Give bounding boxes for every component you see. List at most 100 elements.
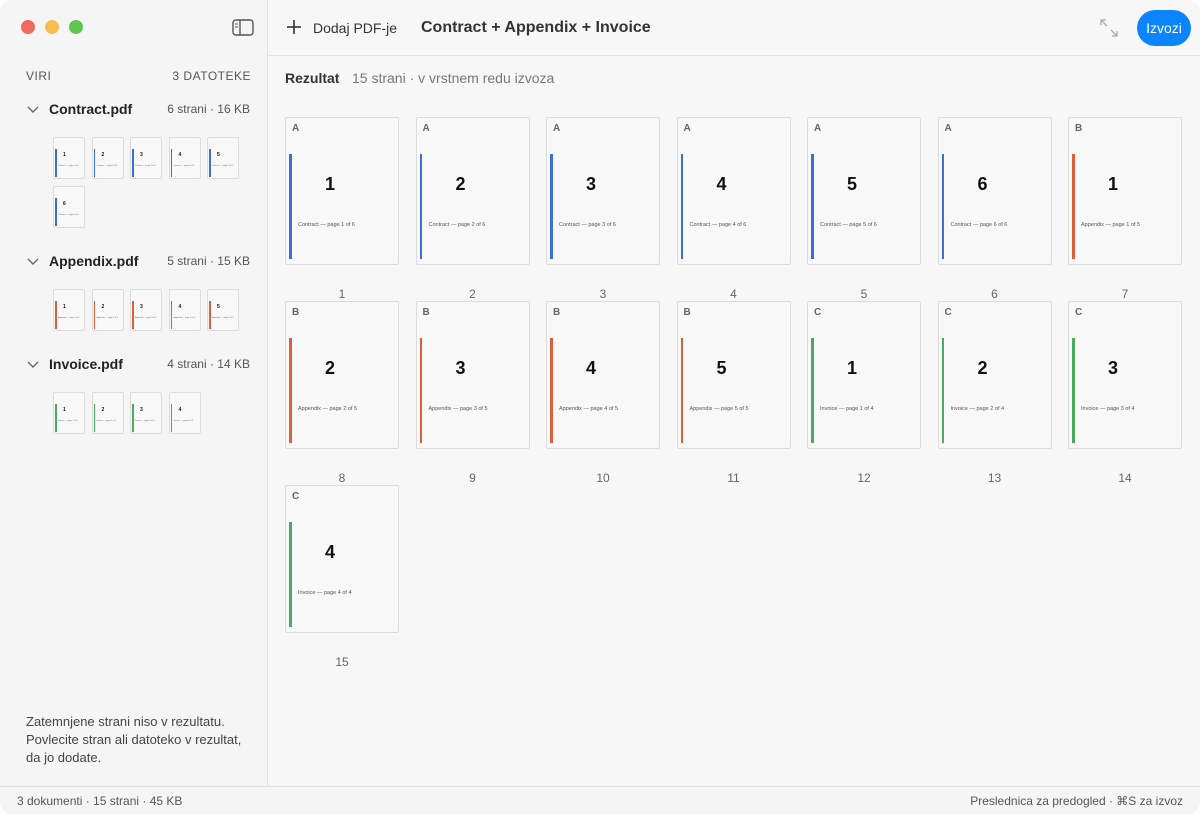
position-label: 8 (338, 471, 346, 485)
source-letter: A (422, 123, 430, 134)
source-letter: B (422, 307, 430, 318)
thumbnail-caption: Contract — page 6 of 6 (58, 214, 79, 216)
result-page-card[interactable]: C 4 Invoice — page 4 of 4 (285, 485, 399, 633)
page-accent (680, 338, 683, 443)
page-accent (93, 301, 95, 329)
thumbnail-caption: Invoice — page 2 of 4 (96, 420, 116, 422)
result-page-card[interactable]: B 4 Appendix — page 4 of 5 (546, 301, 660, 449)
page-accent (55, 149, 57, 177)
file-name[interactable]: Contract.pdf (49, 101, 133, 117)
source-letter: C (944, 307, 952, 318)
page-caption: Contract — page 3 of 6 (559, 222, 616, 228)
disclosure-chevron[interactable] (27, 106, 39, 114)
position-label: 4 (730, 287, 737, 301)
page-caption: Contract — page 4 of 6 (689, 222, 747, 228)
source-thumbnail[interactable]: 5 Contract — page 5 of 6 (207, 137, 239, 179)
source-thumbnail[interactable]: 2 Appendix — page 2 of 5 (91, 289, 124, 331)
page-number: 2 (324, 358, 335, 378)
source-thumbnail[interactable]: 5 Appendix — page 5 of 5 (207, 289, 239, 331)
disclosure-chevron[interactable] (27, 361, 39, 369)
result-page-card[interactable]: C 2 Invoice — page 2 of 4 (937, 301, 1052, 449)
position-label: 10 (596, 471, 610, 485)
result-page-card[interactable]: C 3 Invoice — page 3 of 4 (1068, 301, 1182, 449)
page-accent (132, 149, 134, 177)
page-caption: Contract — page 2 of 6 (428, 222, 486, 228)
add-button[interactable]: Dodaj PDF-je (313, 20, 398, 36)
source-thumbnail[interactable]: 4 Contract — page 4 of 6 (168, 137, 201, 179)
source-thumbnail[interactable]: 2 Contract — page 2 of 6 (91, 137, 124, 179)
thumbnail-caption: Invoice — page 3 of 4 (135, 420, 155, 422)
source-thumbnail[interactable]: 4 Invoice — page 4 of 4 (168, 392, 201, 434)
export-button[interactable]: Izvozi (1137, 10, 1191, 46)
source-thumbnail[interactable]: 4 Appendix — page 4 of 5 (168, 289, 201, 331)
thumbnail-number: 3 (140, 152, 143, 158)
source-thumbnail[interactable]: 3 Appendix — page 3 of 5 (130, 289, 162, 331)
disclosure-chevron[interactable] (27, 258, 39, 266)
thumbnail-number: 5 (217, 304, 220, 310)
source-thumbnail[interactable]: 3 Invoice — page 3 of 4 (130, 392, 162, 434)
file-meta: 6 strani · 16 KB (167, 102, 250, 116)
page-accent (941, 154, 944, 259)
result-page-card[interactable]: B 5 Appendix — page 5 of 5 (676, 301, 791, 449)
page-caption: Appendix — page 2 of 5 (298, 406, 358, 412)
close-button[interactable] (21, 20, 35, 34)
result-page-card[interactable]: C 1 Invoice — page 1 of 4 (807, 301, 921, 449)
page-number: 3 (585, 174, 596, 194)
source-thumbnail[interactable]: 2 Invoice — page 2 of 4 (91, 392, 124, 434)
page-accent (209, 149, 211, 177)
thumbnail-number: 3 (140, 304, 143, 310)
source-letter: B (553, 307, 561, 318)
thumbnail-number: 2 (101, 152, 105, 158)
source-thumbnail[interactable]: 3 Contract — page 3 of 6 (130, 137, 162, 179)
thumbnail-caption: Invoice — page 4 of 4 (173, 420, 193, 422)
source-thumbnail[interactable]: 1 Appendix — page 1 of 5 (53, 289, 85, 331)
thumbnail-number: 5 (217, 152, 220, 158)
position-label: 1 (338, 287, 346, 301)
divider (268, 55, 1200, 56)
page-accent (811, 154, 814, 259)
zoom-button[interactable] (69, 20, 83, 34)
minimize-button[interactable] (45, 20, 59, 34)
page-number: 4 (324, 542, 335, 562)
source-letter: A (814, 123, 822, 134)
sidebar-toggle[interactable] (232, 19, 254, 37)
window-title: Contract + Appendix + Invoice (421, 19, 651, 36)
result-page-card[interactable]: A 2 Contract — page 2 of 6 (415, 117, 530, 265)
source-thumbnail[interactable]: 1 Contract — page 1 of 6 (53, 137, 85, 179)
result-page-card[interactable]: A 3 Contract — page 3 of 6 (546, 117, 660, 265)
thumbnail-number: 6 (63, 201, 66, 207)
add-icon[interactable] (286, 19, 302, 35)
expand-icon[interactable] (1099, 18, 1119, 38)
source-thumbnail[interactable]: 1 Invoice — page 1 of 4 (53, 392, 85, 434)
position-label: 7 (1121, 287, 1129, 301)
page-accent (170, 301, 172, 329)
page-caption: Invoice — page 3 of 4 (1081, 406, 1135, 412)
result-page-card[interactable]: B 1 Appendix — page 1 of 5 (1068, 117, 1182, 265)
result-page-card[interactable]: B 3 Appendix — page 3 of 5 (415, 301, 530, 449)
file-name[interactable]: Appendix.pdf (49, 253, 139, 269)
result-page-card[interactable]: B 2 Appendix — page 2 of 5 (285, 301, 399, 449)
result-page-card[interactable]: A 5 Contract — page 5 of 6 (807, 117, 921, 265)
page-number: 1 (846, 358, 857, 378)
position-label: 12 (857, 471, 871, 485)
source-letter: A (683, 123, 691, 134)
source-letter: A (292, 123, 300, 134)
thumbnail-number: 2 (101, 304, 105, 310)
page-accent (811, 338, 814, 443)
file-name[interactable]: Invoice.pdf (49, 356, 123, 372)
result-page-card[interactable]: A 6 Contract — page 6 of 6 (937, 117, 1052, 265)
result-page-card[interactable]: A 1 Contract — page 1 of 6 (285, 117, 399, 265)
page-accent (941, 338, 944, 443)
page-caption: Appendix — page 1 of 5 (1081, 222, 1141, 228)
result-page-card[interactable]: A 4 Contract — page 4 of 6 (676, 117, 791, 265)
thumbnail-caption: Contract — page 4 of 6 (173, 165, 195, 167)
page-accent (170, 149, 172, 177)
page-accent (93, 149, 95, 177)
page-number: 4 (716, 174, 727, 194)
page-number: 5 (846, 174, 857, 194)
page-caption: Invoice — page 1 of 4 (820, 406, 874, 412)
position-label: 5 (860, 287, 868, 301)
thumbnail-caption: Appendix — page 5 of 5 (212, 317, 234, 319)
source-thumbnail[interactable]: 6 Contract — page 6 of 6 (53, 186, 85, 228)
thumbnail-number: 3 (140, 407, 143, 413)
